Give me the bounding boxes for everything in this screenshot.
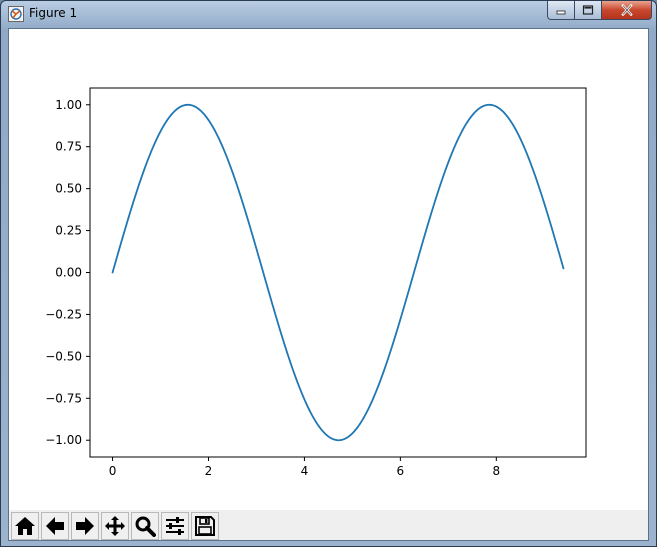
maximize-icon [582,5,594,15]
x-tick-label: 2 [205,464,213,478]
y-tick-label: −0.75 [45,391,82,405]
arrow-left-icon [46,517,64,535]
close-button[interactable] [601,1,652,20]
sliders-icon [166,517,184,535]
axes-frame [89,87,587,458]
maximize-button[interactable] [574,1,602,20]
x-tick-label: 0 [109,464,117,478]
y-tick-label: 0.25 [55,224,82,238]
x-tick-label: 4 [301,464,309,478]
save-button[interactable] [191,512,219,540]
home-icon [15,517,35,535]
arrow-right-icon [76,517,94,535]
y-tick-label: 0.00 [55,266,82,280]
window-title: Figure 1 [29,6,78,20]
y-tick-label: 0.75 [55,140,82,154]
minimize-button[interactable] [547,1,575,20]
magnifier-icon [135,516,156,537]
x-tick-label: 8 [492,464,500,478]
y-tick-label: −0.50 [45,349,82,363]
figure-canvas[interactable]: 0 2 4 6 8 1.00 0.75 0.50 0.25 0.00 −0.25 −0.50 −0.75… [8,28,649,541]
pan-button[interactable] [101,512,129,540]
plot-area[interactable]: 0 2 4 6 8 1.00 0.75 0.50 0.25 0.00 −0.25 −0.50 −0.75… [9,29,648,510]
zoom-button[interactable] [131,512,159,540]
matplotlib-figure-icon [8,6,24,22]
y-tick-label: 1.00 [55,98,82,112]
close-icon [620,4,633,16]
minimize-icon [556,10,566,15]
move-icon [105,516,125,536]
title-bar[interactable]: Figure 1 [1,1,656,28]
forward-button[interactable] [71,512,99,540]
y-tick-label: −1.00 [45,433,82,447]
series-line-0 [111,103,565,442]
home-button[interactable] [11,512,39,540]
floppy-disk-icon [195,516,215,536]
y-tick-label: −0.25 [45,307,82,321]
navigation-toolbar [9,510,648,540]
x-tick-label: 6 [397,464,405,478]
back-button[interactable] [41,512,69,540]
configure-subplots-button[interactable] [161,512,189,540]
y-tick-label: 0.50 [55,182,82,196]
